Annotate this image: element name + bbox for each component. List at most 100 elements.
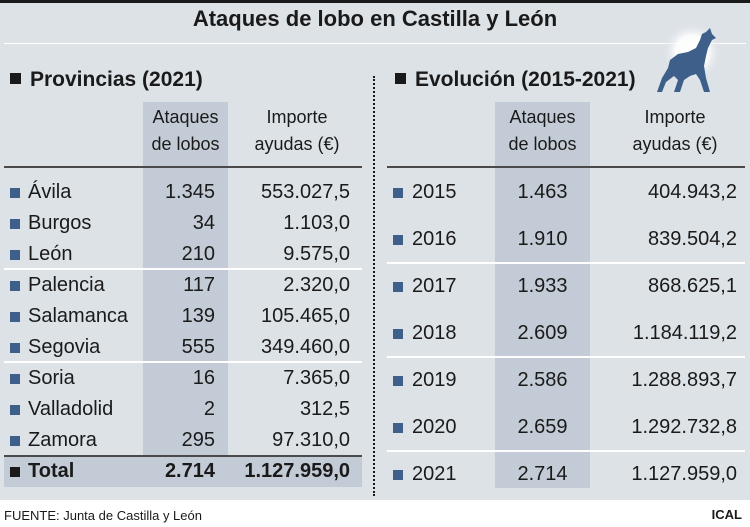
province-attacks: 2 [203, 398, 215, 420]
header-line: Importe [644, 107, 706, 127]
header-line: Importe [266, 107, 328, 127]
evolucion-attacks-header: Ataques de lobos [495, 104, 590, 158]
province-name: León [28, 243, 73, 265]
bullet-square-icon [10, 467, 20, 477]
bullet-square-icon [393, 235, 403, 245]
header-line: Ataques [152, 107, 219, 127]
bullet-square-icon [393, 282, 403, 292]
total-amount: 1.127.959,0 [244, 460, 350, 482]
evolucion-heading: Evolución (2015-2021) [395, 68, 636, 92]
table-row: 2020 2.659 1.292.732,8 [387, 412, 745, 443]
year-amount: 1.127.959,0 [631, 463, 737, 485]
year-attacks: 2.714 [517, 463, 568, 485]
province-name: Soria [28, 367, 75, 389]
province-name: Burgos [28, 212, 92, 234]
brand-credit: ICAL [711, 507, 742, 522]
year-label: 2021 [412, 463, 457, 485]
province-attacks: 117 [183, 274, 215, 296]
header-line: ayudas (€) [254, 134, 340, 154]
bullet-square-icon [393, 329, 403, 339]
bullet-square-icon [10, 312, 20, 322]
group-divider [387, 262, 745, 264]
province-amount: 553.027,5 [261, 181, 350, 203]
table-row: Palencia 117 2.320,0 [4, 270, 362, 301]
province-name: Valladolid [28, 398, 114, 420]
province-amount: 97.310,0 [272, 429, 350, 451]
year-label: 2016 [412, 228, 457, 250]
year-attacks: 1.910 [517, 228, 568, 250]
year-amount: 1.288.893,7 [631, 369, 737, 391]
bullet-square-icon [10, 436, 20, 446]
title-divider [4, 43, 746, 44]
province-attacks: 34 [192, 212, 215, 234]
year-label: 2015 [412, 181, 457, 203]
heading-square-icon [10, 73, 21, 84]
table-row: Ávila 1.345 553.027,5 [4, 177, 362, 208]
header-rule [387, 166, 745, 168]
evolucion-heading-text: Evolución (2015-2021) [415, 68, 636, 91]
header-rule [4, 166, 362, 168]
provincias-heading-text: Provincias (2021) [30, 68, 203, 91]
year-attacks: 2.586 [517, 369, 568, 391]
year-label: 2019 [412, 369, 457, 391]
table-row: Salamanca 139 105.465,0 [4, 301, 362, 332]
bullet-square-icon [393, 188, 403, 198]
table-row: 2019 2.586 1.288.893,7 [387, 365, 745, 396]
bullet-square-icon [10, 374, 20, 384]
table-row: 2016 1.910 839.504,2 [387, 224, 745, 255]
group-divider [4, 268, 362, 270]
attacks-column-shade [143, 102, 228, 458]
province-attacks: 1.345 [164, 181, 215, 203]
province-name: Ávila [28, 181, 72, 203]
total-attacks: 2.714 [164, 460, 215, 482]
header-line: de lobos [151, 134, 220, 154]
provincias-attacks-header: Ataques de lobos [143, 104, 228, 158]
source-note: FUENTE: Junta de Castilla y León [4, 508, 202, 523]
section-divider [373, 76, 375, 496]
header-line: Ataques [509, 107, 576, 127]
table-row: Burgos 34 1.103,0 [4, 208, 362, 239]
table-row: 2017 1.933 868.625,1 [387, 271, 745, 302]
year-amount: 1.184.119,2 [632, 322, 737, 344]
total-row: Total 2.714 1.127.959,0 [4, 456, 362, 487]
year-amount: 868.625,1 [648, 275, 737, 297]
province-name: Salamanca [28, 305, 129, 327]
province-amount: 349.460,0 [261, 336, 350, 358]
province-amount: 2.320,0 [283, 274, 350, 296]
table-row: 2015 1.463 404.943,2 [387, 177, 745, 208]
table-row: 2021 2.714 1.127.959,0 [387, 459, 745, 490]
header-line: de lobos [508, 134, 577, 154]
province-attacks: 16 [192, 367, 215, 389]
year-label: 2018 [412, 322, 457, 344]
province-attacks: 210 [181, 243, 215, 265]
infographic-panel [0, 0, 750, 500]
year-label: 2017 [412, 275, 457, 297]
bullet-square-icon [393, 423, 403, 433]
bullet-square-icon [10, 250, 20, 260]
group-divider [387, 450, 745, 452]
table-row: Zamora 295 97.310,0 [4, 425, 362, 456]
heading-square-icon [395, 73, 406, 84]
province-amount: 1.103,0 [283, 212, 350, 234]
year-attacks: 2.659 [517, 416, 568, 438]
province-amount: 9.575,0 [283, 243, 350, 265]
total-row-shade [4, 457, 362, 487]
table-row: Valladolid 2 312,5 [4, 394, 362, 425]
province-attacks: 555 [181, 336, 215, 358]
year-attacks: 2.609 [517, 322, 568, 344]
province-name: Segovia [28, 336, 101, 358]
bullet-square-icon [10, 281, 20, 291]
province-attacks: 295 [181, 429, 215, 451]
year-attacks: 1.933 [517, 275, 568, 297]
province-name: Palencia [28, 274, 105, 296]
bullet-square-icon [393, 470, 403, 480]
provincias-amount-header: Importe ayudas (€) [238, 104, 356, 158]
year-amount: 404.943,2 [648, 181, 737, 203]
bullet-square-icon [10, 343, 20, 353]
year-label: 2020 [412, 416, 457, 438]
bullet-square-icon [10, 405, 20, 415]
howling-wolf-icon [657, 24, 722, 92]
province-amount: 105.465,0 [261, 305, 350, 327]
total-rule [4, 455, 362, 457]
evolucion-amount-header: Importe ayudas (€) [615, 104, 735, 158]
